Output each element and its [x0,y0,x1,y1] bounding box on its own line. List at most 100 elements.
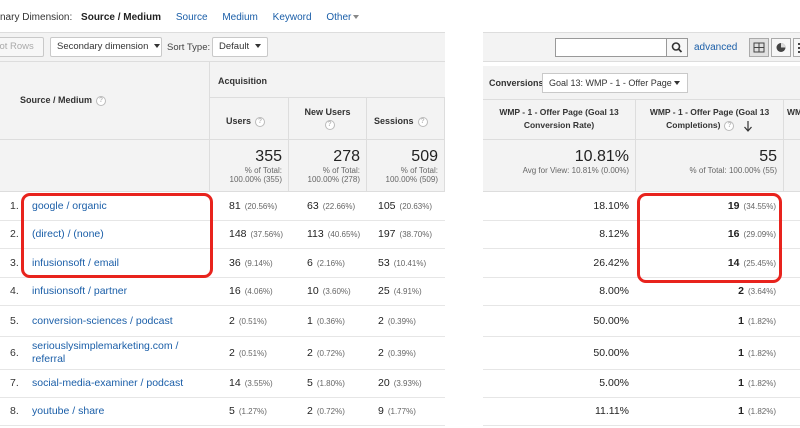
header-source-medium-text: Source / Medium [20,95,93,105]
users-percent: (37.56%) [250,230,283,239]
completions-cell: 14 (25.45%) [728,257,776,269]
completions-cell: 1 (1.82%) [738,347,776,359]
performance-view-button[interactable] [793,38,800,57]
advanced-filter-link[interactable]: advanced [694,42,738,53]
new-users-cell: 10 (3.60%) [307,285,351,297]
highlight-box-completions [637,193,782,283]
source-medium-link[interactable]: google / organic [32,200,107,212]
conversion-rate-cell: 5.00% [599,377,629,389]
chevron-down-icon [255,44,262,49]
help-icon[interactable]: ? [96,95,107,106]
new-users-value: 2 [307,405,313,417]
sort-type-dropdown[interactable]: Default [212,37,268,57]
header-acquisition: Acquisition [210,62,445,98]
sessions-value: 20 [378,377,390,389]
header-source-medium[interactable]: Source / Medium? [0,62,210,140]
users-cell: 2 (0.51%) [229,315,267,327]
help-icon[interactable]: ? [417,116,428,127]
completions-percent: (1.82%) [747,349,776,358]
header-completions-line1: WMP - 1 - Offer Page (Goal 13 [649,107,770,117]
users-percent: (20.56%) [244,202,278,211]
sessions-cell: 20 (3.93%) [378,377,422,389]
source-medium-link[interactable]: youtube / share [32,405,105,417]
header-sessions-text: Sessions [374,116,414,126]
dimension-keyword[interactable]: Keyword [272,12,312,23]
chevron-down-icon [674,81,680,85]
row-number: 3. [10,257,19,269]
header-sessions[interactable]: Sessions? [367,98,445,140]
source-medium-link[interactable]: conversion-sciences / podcast [32,315,173,327]
dimension-medium[interactable]: Medium [222,12,258,23]
total-sessions: 509 % of Total: 100.00% (509) [367,140,445,192]
help-icon[interactable]: ? [724,120,735,131]
completions-value: 2 [738,285,744,297]
completions-percent: (1.82%) [747,407,776,416]
header-sessions-label: Sessions? [374,116,428,127]
plot-rows-button[interactable]: Plot Rows [0,37,44,57]
conversions-bar: Conversions Goal 13: WMP - 1 - Offer Pag… [483,66,800,100]
highlight-box-sources [21,193,213,278]
source-medium-link[interactable]: infusionsoft / partner [32,285,128,297]
dimension-source[interactable]: Source [175,12,208,23]
sessions-percent: (20.63%) [399,202,432,211]
total-users: 355 % of Total: 100.00% (355) [210,140,289,192]
dimension-source-medium[interactable]: Source / Medium [81,12,162,23]
total-sessions-value: 509 [411,148,438,165]
sessions-cell: 105 (20.63%) [378,200,432,212]
header-users-label: Users? [226,116,266,127]
sessions-percent: (10.41%) [393,259,427,268]
users-value: 148 [229,228,247,240]
completions-cell: 19 (34.55%) [728,200,776,212]
new-users-value: 1 [307,315,313,327]
search-button[interactable] [666,38,688,57]
table-row: 5.00% 1 (1.82%) [483,370,800,398]
table-row: 50.00% 1 (1.82%) [483,337,800,370]
help-icon[interactable]: ? [255,116,266,127]
grid-icon [753,42,765,53]
secondary-dimension-label: Secondary dimension [57,41,149,52]
conversion-rate-cell: 8.00% [599,285,629,297]
header-completions-line2: Completions)? [636,119,783,132]
header-new-users[interactable]: New Users ? [289,98,367,140]
users-percent: (1.27%) [238,407,267,416]
source-medium-link[interactable]: social-media-examiner / podcast [32,377,184,389]
users-value: 36 [229,257,241,269]
sessions-cell: 197 (38.70%) [378,228,432,240]
users-percent: (4.06%) [244,287,273,296]
chevron-down-icon [353,15,360,20]
header-completions[interactable]: WMP - 1 - Offer Page (Goal 13 Completion… [636,100,784,140]
conversion-rate-cell: 11.11% [594,405,629,417]
primary-dimension-label: nary Dimension: [0,12,73,23]
new-users-value: 6 [307,257,313,269]
sort-type-value: Default [219,41,250,52]
header-conversion-rate-line2: Conversion Rate) [523,120,595,130]
table-search-input[interactable] [555,38,667,57]
header-conversion-rate[interactable]: WMP - 1 - Offer Page (Goal 13 Conversion… [483,100,636,140]
dimension-other-dropdown[interactable]: Other [326,12,360,23]
table-row: 8. youtube / share 5 (1.27%) 2 (0.72%) 9 (1… [0,398,445,426]
dimension-other-label: Other [326,12,352,23]
conversion-rate-cell: 8.12% [599,228,629,240]
secondary-dimension-dropdown[interactable]: Secondary dimension [50,37,162,57]
completions-percent: (34.55%) [743,202,776,211]
completions-percent: (1.82%) [747,317,776,326]
header-users[interactable]: Users? [210,98,289,140]
completions-value: 1 [738,405,744,417]
new-users-cell: 63 (22.66%) [307,200,355,212]
total-next-column [784,140,800,192]
sort-descending-icon[interactable] [743,120,753,132]
header-next-column[interactable]: WM [784,100,800,140]
goal-dropdown[interactable]: Goal 13: WMP - 1 - Offer Page [542,73,688,93]
source-medium-link[interactable]: (direct) / (none) [32,228,104,240]
help-icon[interactable]: ? [324,119,335,130]
completions-percent: (1.82%) [747,379,776,388]
users-value: 81 [229,200,241,212]
users-value: 14 [229,377,241,389]
new-users-percent: (3.60%) [322,287,351,296]
source-medium-link[interactable]: infusionsoft / email [32,257,119,269]
source-medium-link[interactable]: seriouslysimplemarketing.com / referral [32,340,178,366]
table-view-button[interactable] [749,38,769,57]
pie-view-button[interactable] [771,38,791,57]
users-value: 2 [229,347,235,359]
table-row: 7. social-media-examiner / podcast 14 (3.… [0,370,445,398]
